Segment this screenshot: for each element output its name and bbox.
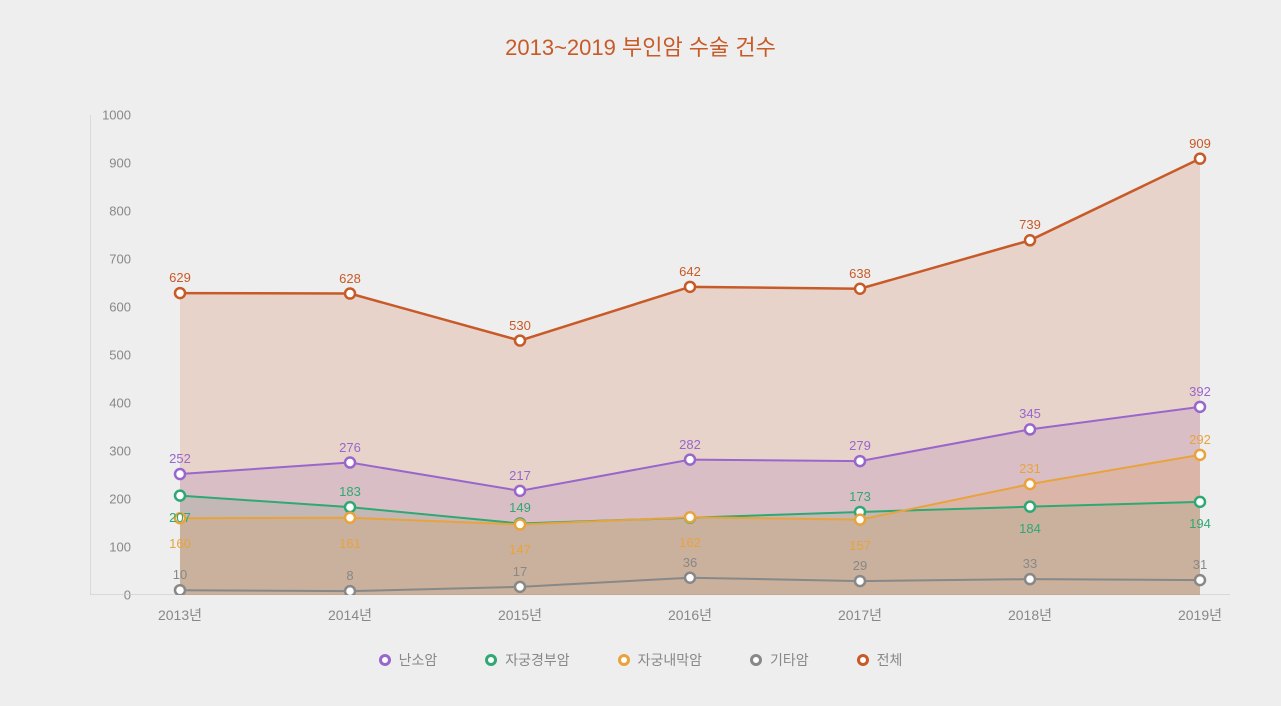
legend-label: 자궁경부암 (505, 650, 569, 670)
data-label: 909 (1189, 136, 1211, 151)
data-label: 8 (346, 568, 353, 583)
data-label: 530 (509, 318, 531, 333)
data-label: 184 (1019, 521, 1041, 536)
legend-marker-icon (618, 654, 630, 666)
data-label: 739 (1019, 217, 1041, 232)
x-tick-label: 2019년 (1178, 605, 1222, 625)
data-label: 628 (339, 271, 361, 286)
x-tick-label: 2015년 (498, 605, 542, 625)
data-label: 149 (509, 500, 531, 515)
chart-plot (90, 115, 1230, 595)
data-label: 31 (1193, 557, 1207, 572)
data-label: 161 (339, 536, 361, 551)
data-label: 292 (1189, 432, 1211, 447)
x-tick-label: 2014년 (328, 605, 372, 625)
legend-marker-icon (857, 654, 869, 666)
legend-marker-icon (379, 654, 391, 666)
data-label: 279 (849, 438, 871, 453)
legend-label: 기타암 (770, 650, 809, 670)
data-label: 282 (679, 437, 701, 452)
data-label: 217 (509, 468, 531, 483)
legend-item: 자궁경부암 (485, 650, 569, 670)
legend-item: 기타암 (750, 650, 809, 670)
legend-label: 자궁내막암 (638, 650, 702, 670)
data-label: 231 (1019, 461, 1041, 476)
x-tick-label: 2017년 (838, 605, 882, 625)
data-label: 162 (679, 535, 701, 550)
data-label: 252 (169, 451, 191, 466)
legend-label: 전체 (877, 650, 903, 670)
data-label: 157 (849, 538, 871, 553)
legend: 난소암 자궁경부암 자궁내막암 기타암 전체 (0, 650, 1281, 671)
data-label: 194 (1189, 516, 1211, 531)
data-label: 638 (849, 266, 871, 281)
data-label: 392 (1189, 384, 1211, 399)
legend-marker-icon (485, 654, 497, 666)
data-label: 33 (1023, 556, 1037, 571)
data-label: 160 (169, 536, 191, 551)
x-tick-label: 2018년 (1008, 605, 1052, 625)
data-label: 17 (513, 564, 527, 579)
data-label: 10 (173, 567, 187, 582)
data-label: 276 (339, 440, 361, 455)
legend-item: 전체 (857, 650, 903, 670)
x-tick-label: 2013년 (158, 605, 202, 625)
data-label: 207 (169, 510, 191, 525)
data-label: 642 (679, 264, 701, 279)
legend-marker-icon (750, 654, 762, 666)
legend-item: 자궁내막암 (618, 650, 702, 670)
data-label: 36 (683, 555, 697, 570)
data-label: 173 (849, 489, 871, 504)
data-label: 183 (339, 484, 361, 499)
chart-title: 2013~2019 부인암 수술 건수 (0, 0, 1281, 72)
data-label: 147 (509, 542, 531, 557)
data-label: 345 (1019, 406, 1041, 421)
legend-item: 난소암 (379, 650, 438, 670)
data-label: 629 (169, 270, 191, 285)
data-label: 29 (853, 558, 867, 573)
x-tick-label: 2016년 (668, 605, 712, 625)
legend-label: 난소암 (399, 650, 438, 670)
